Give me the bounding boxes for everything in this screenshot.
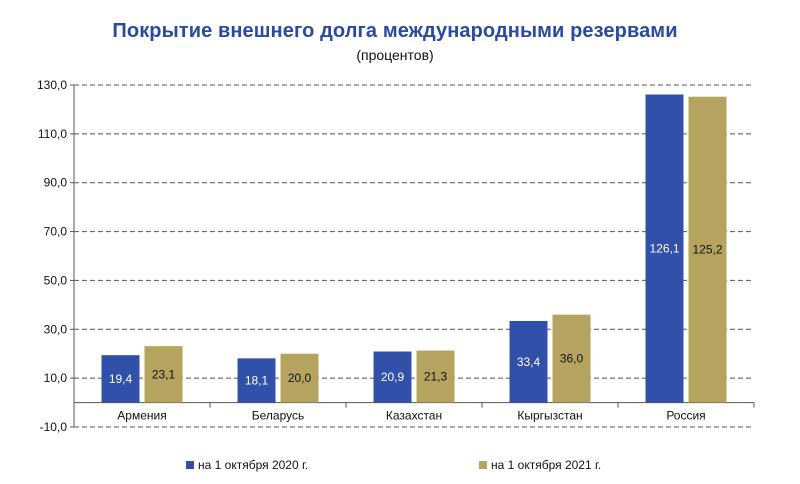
bar [416,350,455,403]
bar [509,320,548,403]
category-label: Россия [666,409,705,423]
y-tick-label: 10,0 [44,371,68,385]
bar [101,355,140,403]
data-label: 21,3 [424,370,448,384]
y-tick-label: 30,0 [44,322,68,336]
category-label: Армения [117,409,166,423]
data-label: 18,1 [245,373,269,387]
bar [144,346,183,403]
y-tick-label: 110,0 [38,127,67,141]
legend-label-2020: на 1 октября 2020 г. [198,458,309,472]
data-label: 20,0 [288,371,312,385]
data-label: 19,4 [109,372,133,386]
legend-label-2021: на 1 октября 2021 г. [491,458,602,472]
data-label: 23,1 [152,367,176,381]
legend-swatch-2021 [479,461,487,469]
bar [552,314,591,403]
category-label: Кыргызстан [517,409,582,423]
category-label: Казахстан [386,409,442,423]
legend-item-2021: на 1 октября 2021 г. [479,458,601,472]
data-label: 36,0 [560,352,584,366]
data-label: 33,4 [517,355,541,369]
chart-title: Покрытие внешнего долга международными р… [112,20,678,42]
data-label: 126,1 [649,242,679,256]
data-label: 20,9 [381,370,405,384]
y-tick-label: 130,0 [37,78,67,92]
y-tick-label: 90,0 [44,176,68,190]
legend-swatch-2020 [186,461,194,469]
bar [373,351,412,403]
category-label: Беларусь [252,409,304,423]
y-tick-label: 50,0 [44,273,68,287]
legend-item-2020: на 1 октября 2020 г. [186,458,308,472]
bar [645,94,684,403]
data-label: 125,2 [692,243,722,257]
bar [237,358,276,403]
y-tick-label: -10,0 [40,420,68,434]
bar [280,353,319,403]
y-tick-label: 70,0 [44,225,68,239]
chart-subtitle: (процентов) [356,47,434,63]
bar [688,96,727,403]
